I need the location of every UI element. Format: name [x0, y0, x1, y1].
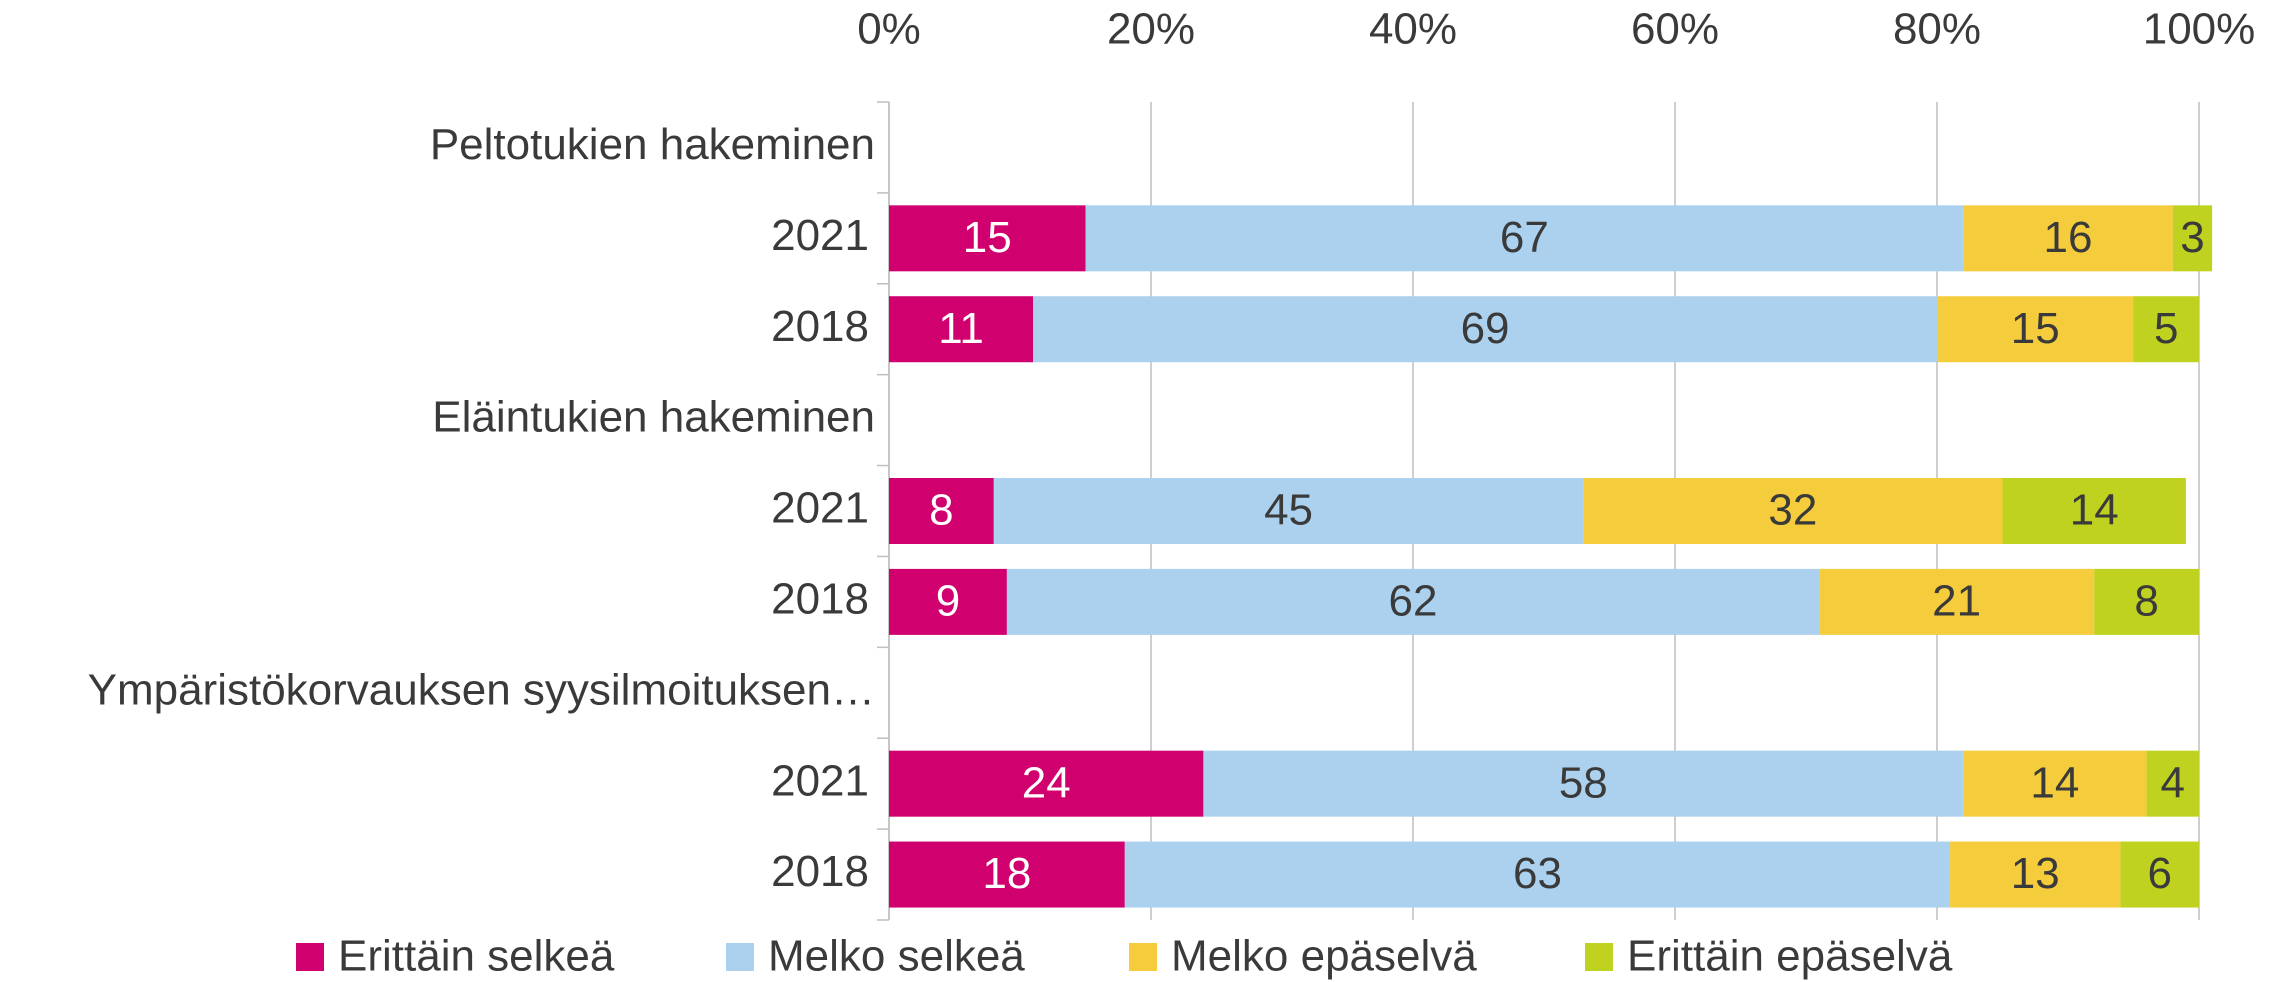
legend-label: Melko selkeä	[768, 932, 1025, 981]
data-label: 69	[1461, 304, 1510, 353]
data-label: 14	[2030, 758, 2079, 807]
bar-segment	[1085, 205, 1964, 272]
bar-segment	[889, 205, 1086, 272]
y-tick-label: Eläintukien hakeminen	[432, 393, 875, 442]
bar-segment	[1583, 478, 2003, 544]
data-label: 21	[1932, 577, 1981, 626]
bar-segment	[2094, 568, 2199, 635]
bar-segment	[1963, 205, 2173, 272]
x-tick-label: 40%	[1369, 5, 1457, 54]
bar-segment	[2172, 205, 2213, 272]
legend-label: Erittäin selkeä	[338, 932, 615, 981]
data-label: 8	[2134, 577, 2158, 626]
data-label: 16	[2044, 213, 2093, 262]
x-tick-label: 100%	[2143, 5, 2256, 54]
x-tick-label: 20%	[1107, 5, 1195, 54]
bar-segment	[1124, 841, 1951, 908]
data-label: 4	[2161, 758, 2185, 807]
bar-segment	[2002, 478, 2186, 544]
data-label: 3	[2180, 213, 2204, 262]
legend-swatch	[726, 943, 754, 971]
x-tick-label: 0%	[857, 5, 921, 54]
data-label: 11	[938, 304, 984, 353]
y-tick-label: 2021	[771, 756, 869, 805]
bar-segment	[1033, 296, 1937, 363]
bar-segment	[889, 296, 1034, 363]
bar-segment	[1006, 568, 1820, 635]
data-label: 67	[1500, 213, 1549, 262]
y-tick-label: 2018	[771, 847, 869, 896]
data-label: 5	[2154, 304, 2178, 353]
data-label: 32	[1768, 486, 1817, 535]
bar-segment	[1203, 750, 1964, 817]
y-tick-label: Peltotukien hakeminen	[430, 120, 875, 169]
bar-segment	[1950, 841, 2121, 908]
bar-segment	[889, 568, 1007, 635]
data-label: 63	[1513, 849, 1562, 898]
bar-segment	[1819, 568, 2095, 635]
y-tick-label: Ympäristökorvauksen syysilmoituksen…	[88, 665, 875, 714]
bar-segment	[2146, 750, 2199, 817]
legend-label: Erittäin epäselvä	[1627, 932, 1953, 981]
data-label: 15	[963, 213, 1012, 262]
y-tick-label: 2018	[771, 302, 869, 351]
data-label: 13	[2011, 849, 2060, 898]
bar-segment	[993, 478, 1584, 544]
data-label: 6	[2147, 849, 2171, 898]
data-label: 62	[1389, 577, 1438, 626]
data-label: 8	[929, 486, 953, 535]
data-label: 9	[936, 577, 960, 626]
legend-swatch	[1585, 943, 1613, 971]
x-tick-label: 80%	[1893, 5, 1981, 54]
bar-segment	[889, 478, 994, 544]
x-tick-label: 60%	[1631, 5, 1719, 54]
data-label: 18	[982, 849, 1031, 898]
data-label: 14	[2070, 486, 2119, 535]
legend-swatch	[296, 943, 324, 971]
data-label: 45	[1264, 486, 1313, 535]
bar-segment	[1937, 296, 2134, 363]
bar-segment	[1963, 750, 2147, 817]
y-tick-label: 2018	[771, 575, 869, 624]
bar-segment	[889, 841, 1125, 908]
bar-segment	[2133, 296, 2199, 363]
y-tick-label: 2021	[771, 211, 869, 260]
bar-segment	[889, 750, 1204, 817]
bar-segment	[2120, 841, 2199, 908]
legend-label: Melko epäselvä	[1171, 932, 1477, 981]
data-label: 15	[2011, 304, 2060, 353]
data-label: 24	[1022, 758, 1071, 807]
legend-swatch	[1129, 943, 1157, 971]
y-tick-label: 2021	[771, 484, 869, 533]
data-label: 58	[1559, 758, 1608, 807]
